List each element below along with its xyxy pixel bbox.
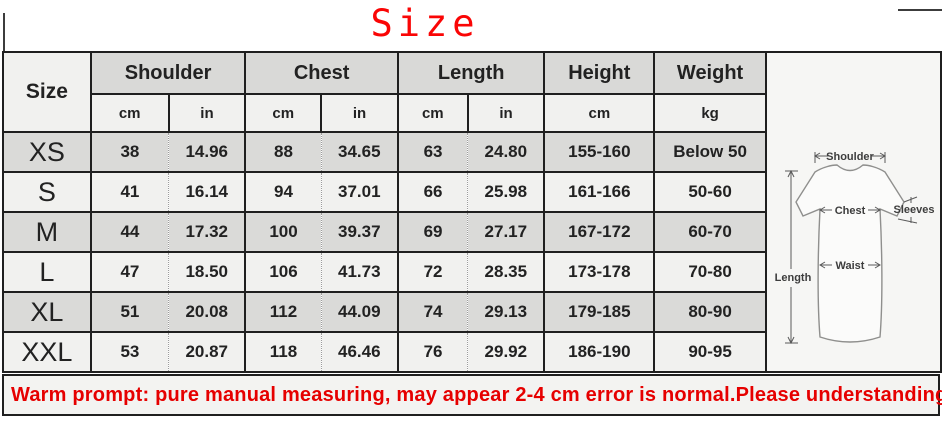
chest-cm-cell: 88 — [244, 131, 322, 173]
shoulder-in-cell: 20.87 — [168, 331, 247, 373]
table-row-m: M 44 17.32 100 39.37 69 27.17 167-172 60… — [2, 211, 941, 253]
size-label: XS — [2, 131, 92, 173]
table-row-xs: XS 38 14.96 88 34.65 63 24.80 155-160 Be… — [2, 131, 941, 173]
height-cell: 179-185 — [543, 291, 656, 333]
shoulder-in-cell: 16.14 — [168, 171, 247, 213]
height-cell: 161-166 — [543, 171, 656, 213]
unit-height-cm: cm — [543, 93, 656, 133]
unit-length-in: in — [466, 93, 546, 133]
table-row-xl: XL 51 20.08 112 44.09 74 29.13 179-185 8… — [2, 291, 941, 333]
tshirt-diagram-panel: Shoulder Length Sleeves Chest Waist — [764, 51, 942, 373]
tshirt-outline — [795, 164, 905, 343]
diagram-label-chest: Chest — [835, 205, 866, 217]
shoulder-cm-cell: 41 — [89, 171, 170, 213]
length-in-cell: 27.17 — [467, 211, 546, 253]
shoulder-cm-cell: 51 — [89, 291, 170, 333]
warning-banner: Warm prompt: pure manual measuring, may … — [2, 374, 942, 416]
warning-text: Warm prompt: pure manual measuring, may … — [11, 383, 942, 406]
height-cell: 155-160 — [543, 131, 656, 173]
diagram-label-sleeves: Sleeves — [893, 204, 934, 216]
chest-cm-cell: 100 — [244, 211, 322, 253]
chest-in-cell: 34.65 — [320, 131, 399, 173]
length-in-cell: 24.80 — [467, 131, 546, 173]
weight-cell: 80-90 — [653, 291, 767, 333]
chest-cm-cell: 106 — [244, 251, 322, 293]
diagram-label-waist: Waist — [835, 260, 864, 272]
diagram-label-shoulder: Shoulder — [826, 151, 874, 163]
col-header-size: Size — [2, 51, 92, 133]
length-in-cell: 29.13 — [467, 291, 546, 333]
unit-chest-cm: cm — [244, 93, 323, 133]
size-label: L — [2, 251, 92, 293]
shoulder-cm-cell: 53 — [89, 331, 170, 373]
table-row-s: S 41 16.14 94 37.01 66 25.98 161-166 50-… — [2, 171, 941, 213]
length-in-cell: 25.98 — [467, 171, 546, 213]
page-title: Size — [370, 2, 480, 45]
unit-length-cm: cm — [396, 93, 469, 133]
col-header-height: Height — [543, 51, 656, 95]
col-header-shoulder: Shoulder — [89, 51, 247, 95]
length-cm-cell: 76 — [396, 331, 469, 373]
length-cm-cell: 74 — [396, 291, 469, 333]
height-cell: 167-172 — [543, 211, 656, 253]
unit-chest-in: in — [320, 93, 399, 133]
chest-in-cell: 44.09 — [320, 291, 399, 333]
chest-in-cell: 39.37 — [320, 211, 399, 253]
height-cell: 173-178 — [543, 251, 656, 293]
header-group-row: Size Shoulder Chest Length Height Weight… — [2, 51, 942, 373]
weight-cell: 70-80 — [653, 251, 767, 293]
length-cm-cell: 63 — [396, 131, 469, 173]
shoulder-cm-cell: 38 — [89, 131, 170, 173]
weight-cell: 90-95 — [653, 331, 767, 373]
shoulder-cm-cell: 47 — [89, 251, 170, 293]
shoulder-in-cell: 18.50 — [168, 251, 247, 293]
size-table: Size Shoulder Chest Length Height Weight… — [2, 51, 942, 373]
length-cm-cell: 69 — [396, 211, 469, 253]
unit-shoulder-cm: cm — [89, 93, 170, 133]
length-cm-cell: 72 — [396, 251, 469, 293]
chest-cm-cell: 112 — [244, 291, 322, 333]
chest-in-cell: 37.01 — [320, 171, 399, 213]
weight-cell: 50-60 — [653, 171, 767, 213]
col-header-weight: Weight — [653, 51, 767, 95]
table-row-xxl: XXL 53 20.87 118 46.46 76 29.92 186-190 … — [2, 331, 941, 373]
weight-cell: Below 50 — [653, 131, 767, 173]
unit-weight-kg: kg — [653, 93, 767, 133]
shoulder-cm-cell: 44 — [89, 211, 170, 253]
col-header-length: Length — [396, 51, 546, 95]
length-cm-cell: 66 — [396, 171, 469, 213]
tshirt-measurement-diagram: Shoulder Length Sleeves Chest Waist — [775, 151, 934, 345]
weight-cell: 60-70 — [653, 211, 767, 253]
shoulder-in-cell: 20.08 — [168, 291, 247, 333]
header-unit-row: cm in cm in cm in cm kg — [3, 93, 941, 133]
size-label: M — [2, 211, 92, 253]
shoulder-in-cell: 14.96 — [168, 131, 247, 173]
unit-shoulder-in: in — [167, 93, 247, 133]
size-label: XXL — [2, 331, 92, 373]
chest-in-cell: 41.73 — [320, 251, 399, 293]
chest-cm-cell: 118 — [244, 331, 322, 373]
size-label: XL — [2, 291, 92, 333]
chest-in-cell: 46.46 — [320, 331, 399, 373]
table-row-l: L 47 18.50 106 41.73 72 28.35 173-178 70… — [2, 251, 941, 293]
height-cell: 186-190 — [543, 331, 656, 373]
size-label: S — [2, 171, 92, 213]
chest-cm-cell: 94 — [244, 171, 322, 213]
length-in-cell: 28.35 — [467, 251, 546, 293]
crop-artifact-top-right-line — [898, 9, 942, 11]
shoulder-in-cell: 17.32 — [168, 211, 247, 253]
col-header-chest: Chest — [244, 51, 399, 95]
crop-artifact-left-line — [3, 13, 5, 52]
length-in-cell: 29.92 — [467, 331, 546, 373]
diagram-label-length: Length — [775, 272, 812, 284]
